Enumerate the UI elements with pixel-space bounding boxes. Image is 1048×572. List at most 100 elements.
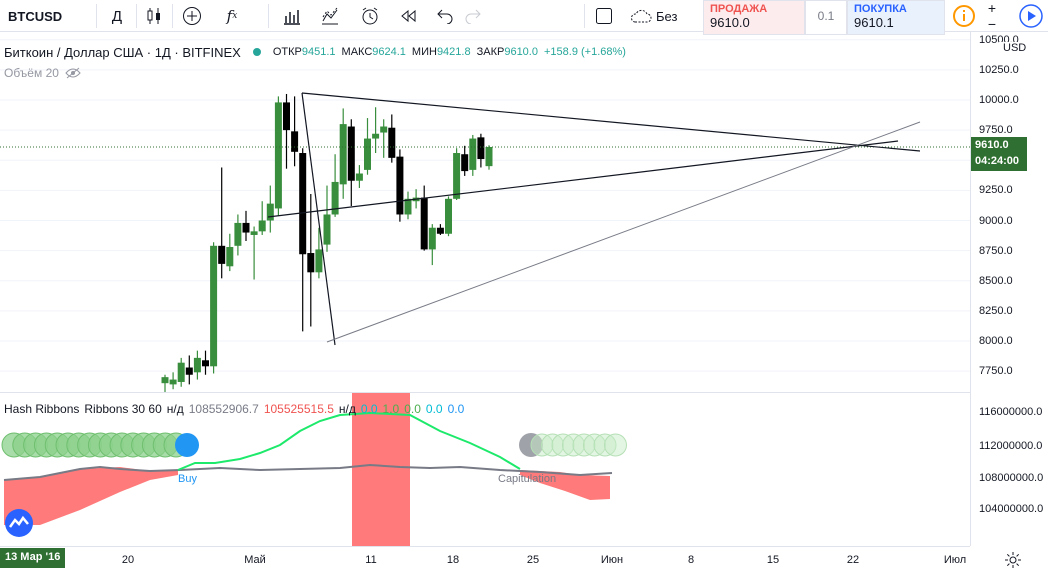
ribbon-fill — [4, 467, 610, 525]
candle — [372, 107, 380, 154]
candle — [307, 193, 315, 327]
indicator-value: н/д — [338, 402, 356, 416]
time-tick-label: Июл — [943, 554, 967, 566]
candle — [485, 145, 493, 170]
candle — [445, 196, 452, 237]
save-layout-button[interactable]: Без — [630, 0, 690, 32]
candle — [339, 108, 347, 199]
indicator-value: 1.0 — [382, 402, 400, 416]
ribbon-dot — [604, 433, 627, 457]
candle — [177, 357, 185, 387]
play-icon[interactable] — [1016, 0, 1046, 32]
hash-ribbons-pane[interactable]: Buy Capitulation — [0, 393, 970, 546]
eye-hidden-icon[interactable] — [65, 67, 81, 79]
info-icon[interactable] — [950, 0, 978, 32]
symbol-search-button[interactable]: BTCUSD — [8, 8, 63, 24]
pane-divider[interactable] — [0, 392, 970, 393]
candle — [291, 96, 299, 167]
time-tick-label: 8 — [687, 554, 695, 566]
time-tick-label: 22 — [846, 554, 860, 566]
high-key: МАКС — [341, 46, 373, 58]
time-tick-label: 25 — [526, 554, 540, 566]
compare-icon[interactable] — [318, 0, 342, 32]
replay-icon[interactable] — [396, 0, 420, 32]
indicator-name: Hash Ribbons — [4, 402, 80, 416]
time-tick-label: Май — [244, 554, 266, 566]
candle — [169, 372, 177, 390]
zoom-out-icon[interactable]: − — [987, 16, 997, 32]
market-status-icon — [252, 48, 261, 56]
templates-icon[interactable] — [280, 0, 304, 32]
buy-signal-label: Buy — [178, 473, 197, 485]
price-tick-label: 7750.0 — [979, 365, 1013, 378]
trend-line-middle[interactable] — [267, 140, 899, 218]
cloud-icon — [631, 9, 652, 23]
close-value: 9610.0 — [504, 46, 538, 58]
candle — [461, 145, 469, 176]
candle — [234, 214, 242, 256]
candle — [218, 167, 226, 279]
candle — [161, 374, 169, 392]
indicator-legend[interactable]: Hash Ribbons Ribbons 30 60 н/д 108552906… — [4, 402, 464, 416]
price-chart[interactable] — [0, 32, 970, 392]
add-icon[interactable] — [180, 0, 204, 32]
indicator-value: 105525515.5 — [263, 402, 334, 416]
indicator-value: 0.0 — [447, 402, 465, 416]
candle — [299, 148, 307, 332]
trend-line-lower[interactable] — [326, 121, 921, 343]
indicator-tick-label: 112000000.0 — [979, 440, 1043, 452]
candle — [404, 191, 412, 220]
time-axis[interactable]: 20 Май 11 18 25 Июн 8 15 22 Июл — [0, 546, 1021, 572]
layout-icon[interactable] — [592, 0, 616, 32]
price-tick-label: 8750.0 — [979, 244, 1013, 257]
high-value: 9624.1 — [372, 46, 406, 58]
symbol-title[interactable]: Биткоин / Доллар США · 1Д · BITFINEX — [4, 44, 241, 60]
zoom-in-icon[interactable]: + — [987, 0, 997, 16]
candle — [428, 224, 436, 266]
candle — [283, 93, 290, 169]
toolbar-divider — [268, 4, 269, 28]
trend-line-vertical[interactable] — [301, 92, 336, 346]
sell-label: ПРОДАЖА — [710, 3, 768, 15]
indicator-tick-label: 116000000.0 — [979, 406, 1043, 418]
candle — [453, 148, 461, 201]
time-tick-label: 20 — [121, 554, 135, 566]
candle — [469, 134, 477, 176]
open-key: ОТКР — [272, 46, 302, 58]
indicator-value: 108552906.7 — [188, 402, 259, 416]
trend-line-upper[interactable] — [301, 92, 921, 152]
time-tick-label: 15 — [766, 554, 780, 566]
candle — [258, 201, 266, 235]
time-tick-label: 18 — [446, 554, 460, 566]
time-tick-label: 11 — [365, 554, 377, 566]
candle — [210, 242, 218, 374]
layout-label: Без — [656, 8, 678, 24]
undo-icon[interactable] — [433, 0, 457, 32]
redo-icon[interactable] — [461, 0, 485, 32]
price-axis[interactable]: 10500.010250.010000.09750.09500.09250.09… — [970, 32, 1048, 546]
axis-settings-icon[interactable] — [1004, 551, 1022, 569]
interval-button[interactable]: Д — [111, 7, 123, 25]
sell-button[interactable]: ПРОДАЖА 9610.0 — [703, 0, 805, 35]
candle — [202, 350, 209, 375]
toolbar-divider — [584, 4, 585, 28]
alert-icon[interactable] — [358, 0, 382, 32]
candle — [347, 119, 355, 207]
price-tick-label: 10000.0 — [979, 94, 1019, 106]
candles-icon[interactable] — [142, 0, 166, 32]
tradingview-logo-icon[interactable] — [5, 509, 33, 537]
candle — [242, 210, 250, 241]
low-key: МИН — [411, 46, 437, 58]
long-ma-line — [3, 463, 613, 481]
symbol-legend: Биткоин / Доллар США · 1Д · BITFINEX ОТК… — [4, 43, 632, 61]
buy-price: 9610.1 — [854, 15, 894, 30]
buy-button[interactable]: ПОКУПКА 9610.1 — [847, 0, 945, 35]
short-ma-line — [177, 411, 521, 471]
volume-label: Объём 20 — [4, 66, 59, 80]
toolbar-divider — [172, 4, 173, 28]
indicator-value: н/д — [166, 402, 184, 416]
volume-legend[interactable]: Объём 20 — [4, 66, 81, 80]
price-tick-label: 9000.0 — [979, 214, 1013, 227]
